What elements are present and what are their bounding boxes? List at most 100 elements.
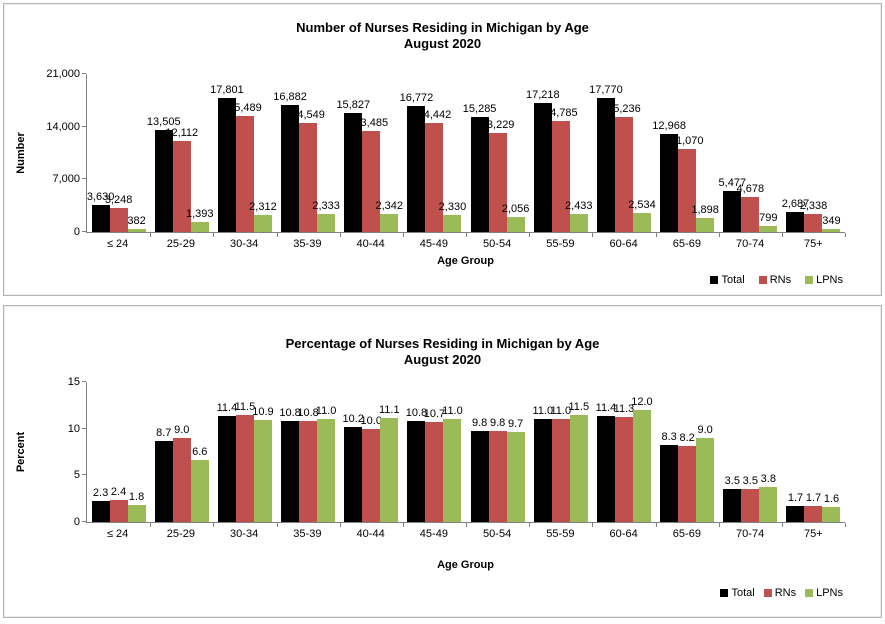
chart-body: Number 0 7,000 14,000 21,000 3,630 3,248 382 13,… (4, 68, 881, 286)
bar-total: 16,882 (273, 91, 307, 232)
bar-lpns: 349 (822, 215, 841, 232)
bar-lpns: 799 (759, 212, 777, 232)
bar-value-label: 13,505 (146, 116, 181, 129)
bar-group: 12,968 11,070 1,898 (652, 74, 719, 232)
bar-total: 11.0 (532, 405, 553, 522)
y-tick-label: 5 (73, 469, 80, 482)
bar-value-label: 17,218 (525, 88, 560, 101)
x-axis-labels: ≤ 24 25-29 30-34 35-39 40-44 45-49 50-54 55-59 6… (86, 523, 845, 540)
x-tick-mark (339, 233, 341, 237)
bar-value-label: 14,442 (417, 109, 452, 122)
legend-label: RNs (774, 587, 797, 599)
bar-value-label: 11.3 (613, 402, 635, 415)
x-tick-mark (592, 233, 594, 237)
x-category-label: ≤ 24 (106, 528, 129, 540)
bar-value-label: 9.0 (174, 424, 190, 436)
y-axis-title-text: Number (15, 132, 27, 174)
bar-lpns: 9.0 (696, 424, 715, 522)
bar-total: 17,218 (526, 89, 560, 232)
bar-value-label: 2,433 (565, 199, 593, 212)
bar-group: 11.4 11.5 10.9 (213, 382, 276, 522)
bar-value-label: 10.0 (360, 414, 382, 427)
bar-value-label: 10.8 (279, 407, 301, 420)
bar-rns: 2,338 (800, 200, 827, 232)
bar-value-label: 15,236 (607, 103, 641, 116)
bar-value-label: 5,477 (718, 176, 747, 189)
bar-total: 8.3 (660, 431, 679, 522)
bar-value-label: 3.5 (742, 475, 758, 488)
bar-group: 16,772 14,442 2,330 (400, 74, 466, 232)
legend-swatch-icon (710, 276, 719, 284)
y-tick-mark (82, 381, 86, 382)
bar-lpns: 1,393 (186, 208, 214, 232)
x-category-label: 75+ (804, 238, 823, 250)
bar-rns: 9.0 (172, 424, 191, 522)
bar-rns: 11.3 (614, 403, 634, 522)
legend-label: LPNs (816, 274, 843, 286)
bar-group: 8.3 8.2 9.0 (656, 382, 719, 522)
legend-item-lpns: LPNs (805, 587, 843, 599)
bar-lpns: 10.9 (252, 406, 274, 522)
bar-group: 15,285 13,229 2,056 (463, 74, 530, 232)
bar-lpns: 11.5 (568, 401, 589, 522)
x-axis-labels: ≤ 24 25-29 30-34 35-39 40-44 45-49 50-54 55-59 6… (86, 233, 845, 250)
bar-total: 11.4 (596, 402, 616, 522)
chart-title-block: Number of Nurses Residing in Michigan by… (4, 4, 881, 52)
x-tick-mark (276, 523, 278, 527)
bar-value-label: 10.9 (252, 406, 274, 419)
x-tick-mark (718, 523, 720, 527)
bar-group: 1.7 1.7 1.6 (782, 382, 845, 522)
plot-area-wrap: 2.3 2.4 1.8 8.7 9.0 6.6 11.4 11.5 10.9 10.8 10.8 11… (82, 381, 846, 599)
x-tick-mark (781, 523, 783, 527)
x-tick-mark (655, 523, 657, 527)
y-tick-mark (82, 474, 86, 476)
bar-group: 2.3 2.4 1.8 (87, 382, 150, 522)
bar-rns: 11.5 (235, 401, 255, 522)
bar-total: 15,827 (336, 99, 370, 232)
bar-group: 9.8 9.8 9.7 (466, 382, 529, 522)
bar-lpns: 2,312 (249, 201, 277, 232)
bar-rns: 10.0 (361, 415, 382, 522)
x-category-label: 25-29 (166, 238, 195, 250)
bar-value-label: 2,338 (799, 200, 828, 213)
bar-rns: 15,489 (228, 102, 262, 232)
bar-rns: 15,236 (607, 103, 641, 232)
bar-group: 17,218 14,785 2,433 (526, 74, 593, 232)
bar-lpns: 1,898 (691, 204, 719, 232)
x-tick-mark (845, 233, 846, 237)
legend-item-rns: RNs (758, 274, 791, 286)
bar-total: 11.4 (217, 402, 237, 522)
bar-lpns: 11.0 (316, 405, 336, 522)
bar-value-label: 1.7 (787, 492, 804, 505)
bar-group: 5,477 4,678 799 (719, 74, 782, 232)
chart-title: Percentage of Nurses Residing in Michiga… (285, 336, 600, 351)
x-category-label: 60-64 (609, 238, 638, 250)
x-category-label: 70-74 (736, 528, 765, 540)
bar-total: 17,801 (210, 84, 244, 232)
bar-rns: 10.8 (297, 407, 319, 522)
bar-group: 2,687 2,338 349 (782, 74, 845, 232)
bar-rns: 12,112 (165, 127, 198, 232)
x-category-label: 65-69 (672, 528, 701, 540)
bar-rns: 3,248 (105, 194, 132, 232)
bar-group: 17,770 15,236 2,534 (589, 74, 656, 232)
bar-value-label: 16,882 (273, 91, 307, 103)
bar-value-label: 10.2 (342, 412, 364, 425)
y-tick-mark (82, 178, 86, 180)
bar-value-label: 14,785 (543, 106, 578, 119)
bar-group: 3,630 3,248 382 (87, 74, 150, 232)
plot-area: 3,630 3,248 382 13,505 12,112 1,393 17,801 15,4… (82, 73, 846, 237)
bar-value-label: 2,312 (249, 200, 277, 213)
bar-group: 15,827 13,485 2,342 (336, 74, 403, 232)
x-tick-mark (592, 523, 594, 527)
bar-total: 12,968 (652, 120, 686, 232)
bar-value-label: 3,248 (104, 193, 133, 206)
plot-area-wrap: 3,630 3,248 382 13,505 12,112 1,393 17,801 15,4… (82, 73, 846, 286)
bar-value-label: 2,056 (501, 202, 530, 215)
x-category-label: 40-44 (356, 238, 385, 250)
bar-rns: 10.7 (424, 408, 445, 522)
x-tick-mark (655, 233, 657, 237)
chart-subtitle: August 2020 (403, 352, 482, 367)
bar-total: 10.8 (406, 407, 427, 522)
bar-value-label: 2,534 (628, 198, 656, 211)
